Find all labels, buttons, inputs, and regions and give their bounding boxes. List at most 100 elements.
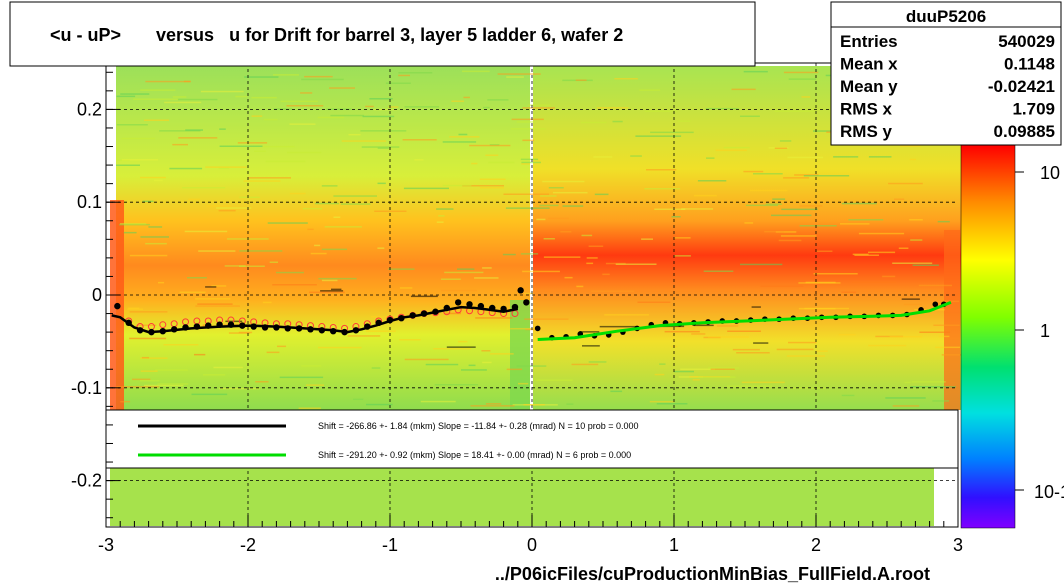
heatmap-streak: [116, 124, 148, 126]
heatmap-streak: [909, 219, 923, 221]
black-profile-point: [295, 325, 303, 332]
heatmap-streak: [599, 325, 637, 328]
heatmap-streak: [904, 381, 911, 384]
heatmap-streak: [261, 145, 295, 148]
heatmap-streak: [548, 217, 569, 220]
heatmap-streak: [353, 398, 364, 401]
heatmap-streak: [414, 159, 424, 161]
heatmap-streak: [377, 147, 389, 149]
heatmap-streak: [740, 263, 783, 266]
stats-label: Mean x: [840, 55, 898, 74]
heatmap-streak: [935, 346, 974, 349]
heatmap-streak: [468, 364, 476, 367]
heatmap-streak: [331, 288, 342, 291]
heatmap-streak: [479, 178, 506, 180]
heatmap-streak: [656, 403, 688, 405]
stats-value: -0.02421: [988, 77, 1055, 96]
heatmap-streak: [182, 187, 226, 189]
heatmap-streak: [536, 218, 546, 221]
heatmap-streak: [158, 281, 165, 284]
green-fit-line: [537, 301, 952, 341]
heatmap-streak: [340, 203, 371, 205]
heatmap-streak: [654, 373, 665, 376]
heatmap-streak: [586, 262, 594, 265]
heatmap-streak: [154, 179, 163, 182]
heatmap-streak: [301, 365, 322, 367]
heatmap-streak: [644, 188, 681, 190]
heatmap-streak: [582, 345, 600, 347]
stats-label: Entries: [840, 32, 898, 51]
stats-value: 0.09885: [994, 122, 1055, 141]
heatmap-streak: [521, 161, 541, 164]
heatmap-streak: [705, 107, 739, 110]
heatmap-streak: [144, 119, 169, 121]
heatmap-streak: [365, 105, 374, 108]
heatmap-streak: [552, 191, 588, 194]
heatmap-streak: [475, 317, 513, 319]
x-axis-footer: ../P06icFiles/cuProductionMinBias_FullFi…: [495, 564, 930, 584]
heatmap-streak: [289, 192, 306, 195]
heatmap-streak: [211, 285, 227, 287]
heatmap-streak: [305, 384, 324, 386]
heatmap-streak: [664, 330, 700, 333]
heatmap-streak: [671, 216, 681, 218]
heatmap-streak: [458, 133, 468, 136]
heatmap-streak: [388, 106, 399, 108]
heatmap-streak: [671, 345, 678, 348]
heatmap-streak: [579, 331, 600, 333]
heatmap-streak: [195, 298, 231, 300]
heatmap-streak: [911, 381, 946, 383]
stats-value: 1.709: [1012, 100, 1055, 119]
heatmap-streak: [788, 387, 826, 389]
legend-green-text: Shift = -291.20 +- 0.92 (mkm) Slope = 18…: [318, 450, 631, 460]
heatmap-streak: [581, 234, 593, 237]
heatmap-streak: [697, 180, 727, 182]
heatmap-streak: [841, 394, 855, 397]
heatmap-streak: [141, 356, 150, 359]
heatmap-streak: [900, 145, 921, 147]
heatmap-streak: [813, 130, 831, 132]
heatmap-streak: [715, 149, 747, 152]
heatmap-streak: [235, 95, 248, 98]
stats-label: Mean y: [840, 77, 898, 96]
heatmap-streak: [540, 195, 557, 197]
heatmap-streak: [266, 351, 280, 354]
heatmap-streak: [116, 95, 136, 98]
heatmap-streak: [286, 105, 324, 107]
black-profile-point: [432, 308, 439, 315]
heatmap-streak: [868, 344, 907, 347]
heatmap-streak: [451, 100, 464, 102]
heatmap-streak: [218, 387, 260, 390]
heatmap-streak: [575, 79, 587, 81]
heatmap-streak: [760, 285, 804, 287]
stats-name: duuP5206: [906, 7, 986, 26]
heatmap-streak: [385, 82, 411, 84]
heatmap-streak: [140, 176, 166, 179]
heatmap-streak: [243, 180, 281, 182]
heatmap-streak: [298, 407, 321, 409]
heatmap-streak: [187, 277, 207, 279]
heatmap-streak: [239, 196, 260, 199]
heatmap-streak: [765, 203, 782, 205]
heatmap-streak: [481, 350, 491, 352]
heatmap-streak: [237, 142, 268, 144]
heatmap-streak: [482, 361, 492, 364]
heatmap-streak: [185, 129, 203, 131]
heatmap-streak: [462, 185, 504, 187]
heatmap-streak: [783, 71, 819, 74]
heatmap-streak: [482, 267, 492, 269]
axes: -3 -2 -1 0 1 2 3 0.2 0.1 0 -0.1 -0.2: [71, 71, 963, 555]
heatmap-streak: [875, 335, 904, 338]
heatmap-streak: [841, 291, 857, 294]
black-profile-point: [364, 323, 371, 330]
heatmap-streak: [142, 200, 154, 203]
heatmap-streak: [404, 358, 449, 361]
heatmap-streak: [244, 76, 279, 78]
heatmap-streak: [562, 205, 584, 207]
heatmap-streak: [610, 390, 623, 393]
heatmap-streak: [348, 133, 361, 136]
heatmap-streak: [644, 110, 677, 112]
heatmap-streak: [470, 405, 515, 407]
heatmap-streak: [799, 225, 837, 227]
